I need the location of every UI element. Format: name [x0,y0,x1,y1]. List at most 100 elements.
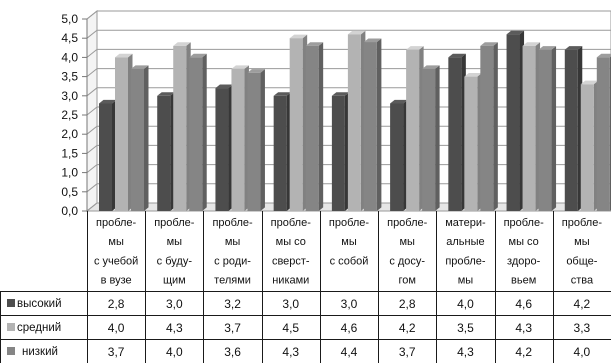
legend-label-средний: средний [17,322,61,334]
bar-низкий [480,42,498,211]
bar-front [331,95,345,211]
bar-front [580,84,594,211]
data-label: 2,8 [399,297,416,311]
category-label: пробле-мы с буду-щим [154,217,195,287]
data-label: 3,0 [282,297,299,311]
gridline [86,106,611,116]
category-label: пробле-мы с учебой в вузе [94,217,138,287]
bar-front [448,57,462,212]
data-label: 2,8 [108,297,125,311]
legend-label-низкий: низкий [22,346,58,358]
bar-top [406,46,424,50]
bar-высокий [157,92,175,211]
bar-front [305,45,319,211]
bar-низкий [538,46,557,212]
bar-side [260,69,265,211]
bar-top [289,34,308,39]
data-label: 4,2 [399,321,416,335]
category-label: пробле-мы с досу-гом [387,217,428,287]
y-tick-label: 2,5 [61,108,78,122]
bar-top [480,42,498,46]
bar-top [422,65,440,69]
data-label: 4,6 [341,321,358,335]
bar-низкий [596,53,611,212]
data-label: 3,0 [341,297,358,311]
gridline [86,48,611,58]
data-label: 4,5 [282,321,299,335]
data-label: 4,0 [574,345,591,359]
y-tick-label: 1,5 [61,146,78,160]
bar-front [273,95,287,211]
legend-key-низкий [7,347,15,355]
bar-средний [173,42,191,211]
y-tick-label: 0,0 [61,204,78,218]
data-label: 4,0 [166,345,183,359]
bar-top [173,42,191,46]
bar-средний [464,73,482,211]
data-label: 4,3 [166,321,183,335]
legend-key-средний [7,323,15,331]
bar-side [144,65,149,211]
data-table: пробле-мы с учебой в вузе пробле-мы с буду-щ… [0,211,611,363]
data-label: 3,7 [399,345,416,359]
y-tick-label: 2,0 [61,127,78,141]
bar-front [247,72,261,211]
bar-top [347,30,366,35]
data-label: 3,7 [108,345,125,359]
data-label: 4,3 [515,321,532,335]
category-label: пробле-мы с собой [329,217,370,267]
bars [99,30,611,212]
bar-side [493,42,498,211]
data-label: 3,2 [224,297,241,311]
data-label: 3,7 [224,321,241,335]
bar-высокий [99,99,117,211]
bar-высокий [273,92,292,211]
bar-высокий [506,30,525,212]
bar-top [564,46,583,50]
bar-side [202,53,207,211]
bar-высокий [564,46,583,212]
bar-top [390,99,408,104]
category-label: матери-альные пробле-мы [445,217,486,287]
legend-label-высокий: высокий [17,298,62,310]
bar-side [376,38,382,211]
bar-front [215,88,229,211]
bar-низкий [189,53,207,212]
bar-средний [231,65,249,211]
bar-top [596,53,611,58]
data-label: 4,0 [457,297,474,311]
gridline [86,10,611,20]
bar-низкий [422,65,440,211]
bar-высокий [331,92,350,211]
gridline [86,87,611,97]
bar-front [480,45,494,211]
bar-top [189,53,207,58]
data-label: 4,0 [108,321,125,335]
y-tick-label: 3,5 [61,70,78,84]
bar-средний [522,42,541,211]
data-label: 4,4 [341,345,358,359]
legend-key-высокий [7,299,15,307]
gridline [86,164,611,173]
data-label: 4,3 [457,345,474,359]
bar-средний [289,34,308,212]
gridline [86,202,611,212]
bar-front [347,34,361,211]
gridline [86,183,611,193]
gridline [86,144,611,154]
data-label: 3,5 [457,321,474,335]
bar-side [435,65,440,211]
bar-front [157,95,171,211]
data-label: 3,6 [224,345,241,359]
category-label: пробле-мы обще-ства [562,217,603,287]
bar-front [131,68,144,211]
bar-средний [115,53,133,212]
bar-front [464,76,478,211]
category-label: пробле-мы с роди-телями [212,217,253,287]
gridline [86,68,611,77]
y-tick-label: 5,0 [61,12,78,26]
bar-top [538,46,557,50]
bar-средний [347,30,366,212]
bar-высокий [390,99,408,211]
bar-front [231,68,245,211]
